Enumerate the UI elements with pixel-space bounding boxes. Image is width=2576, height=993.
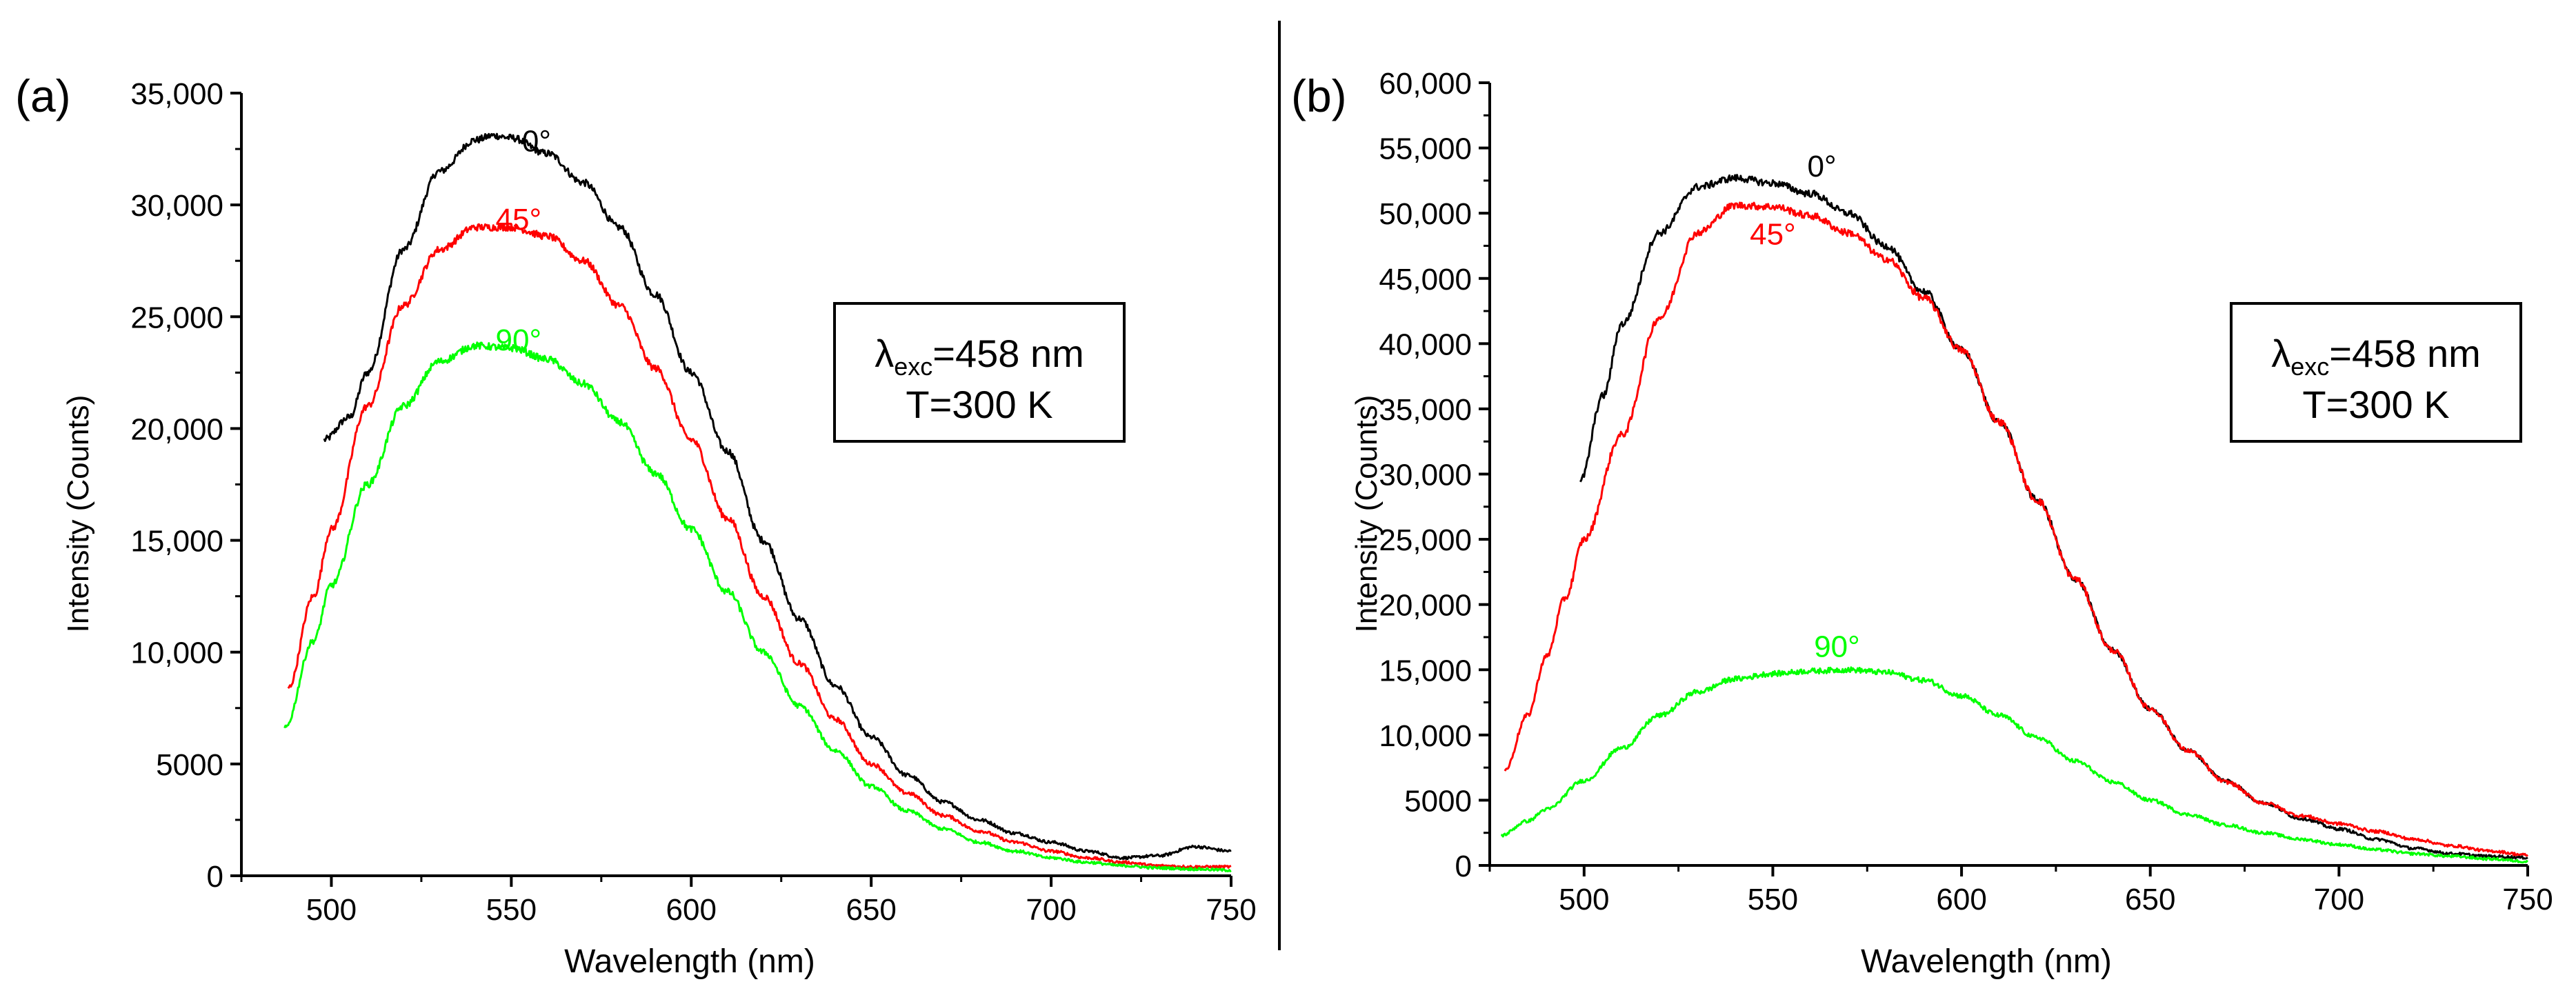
series-line-a-0 bbox=[323, 132, 1232, 861]
series-label-a-2: 90° bbox=[496, 323, 542, 357]
series-label-a-0: 0° bbox=[522, 124, 551, 158]
annotation-line1-a: λexc=458 nm bbox=[875, 332, 1084, 381]
y-tick-label-a: 25,000 bbox=[130, 301, 223, 334]
panel-label-b: (b) bbox=[1291, 70, 1347, 121]
x-tick-label-b: 700 bbox=[2314, 883, 2364, 916]
series-line-b-1 bbox=[1504, 201, 2528, 857]
y-tick-label-b: 20,000 bbox=[1379, 589, 1472, 623]
series-label-b-2: 90° bbox=[1814, 630, 1860, 663]
annotation-subscript-a: exc bbox=[894, 352, 932, 381]
annotation-symbol-a: λ bbox=[875, 332, 894, 375]
x-tick-label-a: 700 bbox=[1026, 893, 1076, 927]
series-group-b: 0° 45° 90° bbox=[1500, 150, 2529, 864]
panel-label-a: (a) bbox=[15, 70, 71, 121]
x-axis-label-b: Wavelength (nm) bbox=[1861, 943, 2112, 980]
chart-panel-a: (a) 0 5000 10,000 15,000 20,000 25,000 30,000 3… bbox=[15, 70, 1257, 980]
x-axis-label-a: Wavelength (nm) bbox=[564, 943, 815, 980]
y-tick-label-b: 40,000 bbox=[1379, 328, 1472, 361]
chart-panel-b: (b) 0 5000 10,000 15,000 20,000 25,000 30,000 3… bbox=[1291, 67, 2553, 980]
y-tick-label-b: 55,000 bbox=[1379, 132, 1472, 166]
x-tick-label-b: 750 bbox=[2502, 883, 2553, 916]
y-tick-label-b: 35,000 bbox=[1379, 393, 1472, 427]
annotation-line1-b: λexc=458 nm bbox=[2271, 332, 2481, 381]
y-tick-label-b: 15,000 bbox=[1379, 654, 1472, 688]
axis-ticks-a: 0 5000 10,000 15,000 20,000 25,000 30,000 35,00… bbox=[130, 77, 1256, 927]
x-tick-label-a: 550 bbox=[486, 893, 537, 927]
y-tick-label-b: 10,000 bbox=[1379, 719, 1472, 753]
y-tick-label-a: 0 bbox=[207, 860, 223, 894]
y-tick-label-b: 45,000 bbox=[1379, 263, 1472, 297]
series-label-b-0: 0° bbox=[1808, 150, 1837, 183]
y-tick-label-b: 50,000 bbox=[1379, 197, 1472, 231]
y-tick-label-a: 5000 bbox=[156, 748, 223, 782]
x-tick-label-b: 550 bbox=[1748, 883, 1798, 916]
x-tick-label-b: 500 bbox=[1559, 883, 1609, 916]
annotation-subscript-b: exc bbox=[2290, 352, 2329, 381]
series-line-a-1 bbox=[287, 223, 1232, 870]
y-axis-label-a: Intensity (Counts) bbox=[61, 395, 95, 633]
y-tick-label-a: 10,000 bbox=[130, 636, 223, 670]
y-axis-label-b: Intensity (Counts) bbox=[1350, 395, 1384, 633]
annotation-box-a: λexc=458 nm T=300 K bbox=[833, 302, 1126, 443]
y-tick-label-a: 35,000 bbox=[130, 77, 223, 111]
annotation-box-b: λexc=458 nm T=300 K bbox=[2230, 302, 2522, 443]
y-tick-label-b: 0 bbox=[1455, 850, 1472, 883]
annotation-frame-a bbox=[833, 302, 1126, 443]
y-tick-label-a: 20,000 bbox=[130, 412, 223, 446]
x-tick-label-b: 650 bbox=[2125, 883, 2175, 916]
y-tick-label-b: 25,000 bbox=[1379, 523, 1472, 557]
x-tick-label-b: 600 bbox=[1936, 883, 1986, 916]
annotation-symbol-b: λ bbox=[2271, 332, 2290, 375]
series-line-b-2 bbox=[1500, 666, 2529, 864]
annotation-rest-a: =458 nm bbox=[932, 332, 1084, 375]
x-tick-label-a: 500 bbox=[306, 893, 357, 927]
series-label-a-1: 45° bbox=[496, 203, 542, 237]
y-tick-label-b: 5000 bbox=[1404, 784, 1472, 818]
y-tick-label-a: 15,000 bbox=[130, 525, 223, 559]
annotation-rest-b: =458 nm bbox=[2329, 332, 2481, 375]
axis-ticks-b: 0 5000 10,000 15,000 20,000 25,000 30,000 35,00… bbox=[1379, 67, 2553, 916]
series-line-a-2 bbox=[283, 341, 1232, 872]
x-tick-label-a: 600 bbox=[666, 893, 717, 927]
x-tick-label-a: 650 bbox=[846, 893, 896, 927]
y-tick-label-a: 30,000 bbox=[130, 189, 223, 223]
y-tick-label-b: 60,000 bbox=[1379, 67, 1472, 101]
annotation-frame-b bbox=[2230, 302, 2522, 443]
annotation-line2-a: T=300 K bbox=[906, 383, 1052, 426]
x-tick-label-a: 750 bbox=[1206, 893, 1256, 927]
series-group-a: 0° 45° 90° bbox=[283, 124, 1232, 872]
y-tick-label-b: 30,000 bbox=[1379, 459, 1472, 492]
series-label-b-1: 45° bbox=[1750, 218, 1796, 252]
annotation-line2-b: T=300 K bbox=[2302, 383, 2449, 426]
